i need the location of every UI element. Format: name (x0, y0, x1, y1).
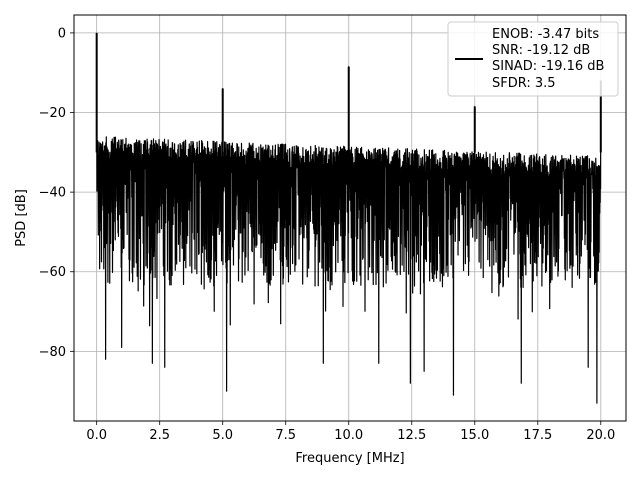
x-tick-label: 12.5 (397, 428, 426, 443)
legend: ENOB: -3.47 bits SNR: -19.12 dB SINAD: -… (447, 21, 619, 97)
legend-line-3: SINAD: -19.16 dB (492, 59, 604, 74)
x-tick-label: 17.5 (523, 428, 552, 443)
x-axis-ticks: 0.0 2.5 5.0 7.5 10.0 12.5 15.0 17.5 20.0 (86, 421, 615, 443)
y-tick-label: 0 (58, 26, 66, 41)
x-axis-label: Frequency [MHz] (295, 451, 404, 466)
x-tick-label: 2.5 (149, 428, 170, 443)
psd-series (95, 32, 602, 404)
x-tick-label: 7.5 (275, 428, 296, 443)
plot-frame (73, 14, 627, 422)
y-axis-ticks: 0 −20 −40 −60 −80 (39, 26, 74, 360)
y-axis-label: PSD [dB] (14, 189, 29, 247)
x-tick-label: 10.0 (334, 428, 363, 443)
legend-box (447, 21, 619, 97)
legend-line-4: SFDR: 3.5 (492, 76, 556, 91)
y-tick-label: −20 (39, 106, 66, 121)
x-tick-label: 5.0 (212, 428, 233, 443)
y-tick-label: −60 (39, 265, 66, 280)
x-tick-label: 20.0 (586, 428, 615, 443)
legend-line-1: ENOB: -3.47 bits (492, 27, 599, 42)
y-tick-label: −80 (39, 345, 66, 360)
y-tick-label: −40 (39, 186, 66, 201)
x-tick-label: 15.0 (460, 428, 489, 443)
legend-line-2: SNR: -19.12 dB (492, 43, 590, 58)
x-tick-label: 0.0 (86, 428, 107, 443)
